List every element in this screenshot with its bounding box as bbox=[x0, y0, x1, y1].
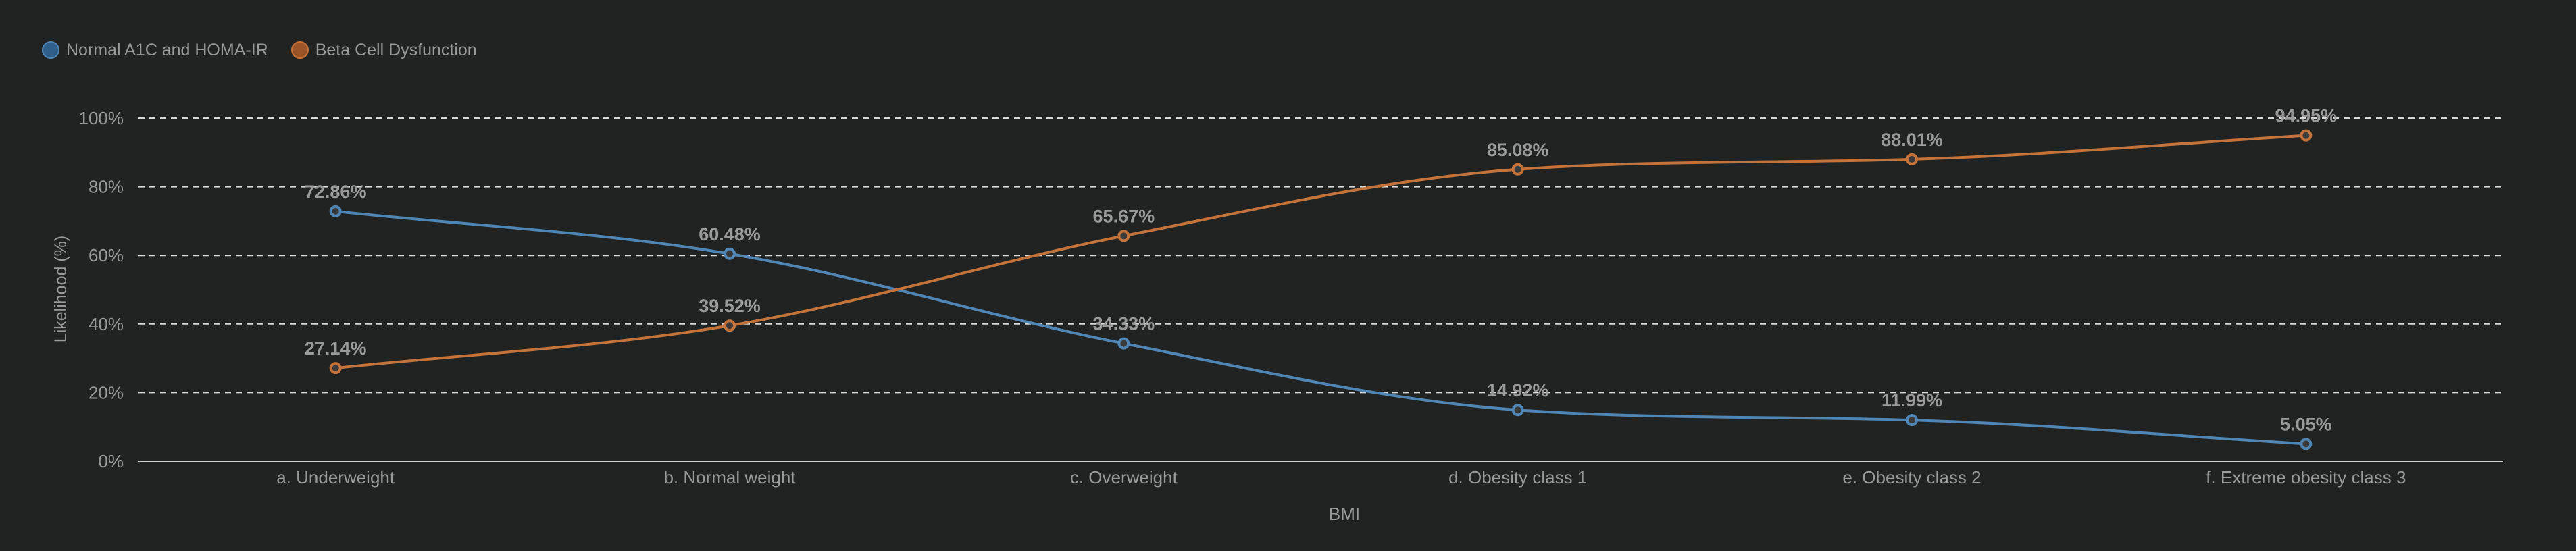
x-tick-label: b. Normal weight bbox=[663, 467, 796, 488]
data-point[interactable] bbox=[1906, 414, 1918, 427]
data-point[interactable] bbox=[724, 319, 736, 332]
legend: Normal A1C and HOMA-IR Beta Cell Dysfunc… bbox=[42, 36, 500, 63]
data-label: 14.92% bbox=[1487, 380, 1549, 400]
series-line-1 bbox=[335, 134, 2306, 370]
legend-label-beta-cell: Beta Cell Dysfunction bbox=[315, 40, 477, 59]
legend-item-beta-cell[interactable]: Beta Cell Dysfunction bbox=[291, 41, 477, 60]
data-point[interactable] bbox=[724, 247, 736, 260]
legend-label-normal-a1c: Normal A1C and HOMA-IR bbox=[66, 40, 268, 59]
data-label: 94.95% bbox=[2275, 106, 2338, 126]
y-tick-label: 20% bbox=[89, 382, 124, 402]
data-point[interactable] bbox=[1117, 230, 1130, 242]
data-point[interactable] bbox=[1511, 163, 1524, 176]
data-point[interactable] bbox=[2300, 438, 2313, 450]
y-tick-label: 0% bbox=[98, 451, 124, 471]
data-label: 65.67% bbox=[1093, 206, 1155, 226]
y-tick-label: 60% bbox=[89, 245, 124, 265]
data-label: 85.08% bbox=[1487, 140, 1549, 160]
series-line-0 bbox=[335, 209, 2306, 446]
data-label: 27.14% bbox=[305, 338, 367, 359]
y-axis-title: Likelihood (%) bbox=[51, 236, 70, 342]
y-tick-label: 80% bbox=[89, 177, 124, 197]
x-tick-label: d. Obesity class 1 bbox=[1448, 467, 1587, 488]
data-label: 72.86% bbox=[305, 182, 367, 202]
legend-swatch-beta-cell bbox=[291, 41, 309, 59]
data-label: 11.99% bbox=[1882, 390, 1942, 411]
data-point[interactable] bbox=[1117, 337, 1130, 350]
y-tick-label: 100% bbox=[79, 108, 124, 128]
data-point[interactable] bbox=[2300, 129, 2313, 142]
y-tick-label: 40% bbox=[89, 314, 124, 334]
x-tick-label: e. Obesity class 2 bbox=[1842, 467, 1981, 488]
data-label: 5.05% bbox=[2280, 414, 2332, 434]
data-point[interactable] bbox=[329, 205, 342, 217]
data-point[interactable] bbox=[1511, 404, 1524, 417]
x-tick-label: a. Underweight bbox=[276, 467, 395, 488]
x-tick-label: c. Overweight bbox=[1070, 467, 1178, 488]
data-point[interactable] bbox=[1906, 153, 1918, 165]
legend-item-normal-a1c[interactable]: Normal A1C and HOMA-IR bbox=[42, 41, 268, 60]
data-point[interactable] bbox=[329, 362, 342, 375]
data-label: 88.01% bbox=[1881, 130, 1943, 150]
legend-swatch-normal-a1c bbox=[42, 41, 59, 59]
data-label: 34.33% bbox=[1093, 314, 1155, 334]
data-label: 60.48% bbox=[699, 224, 761, 244]
x-axis-title: BMI bbox=[1329, 504, 1360, 524]
x-tick-label: f. Extreme obesity class 3 bbox=[2206, 467, 2406, 488]
data-label: 39.52% bbox=[699, 296, 761, 316]
